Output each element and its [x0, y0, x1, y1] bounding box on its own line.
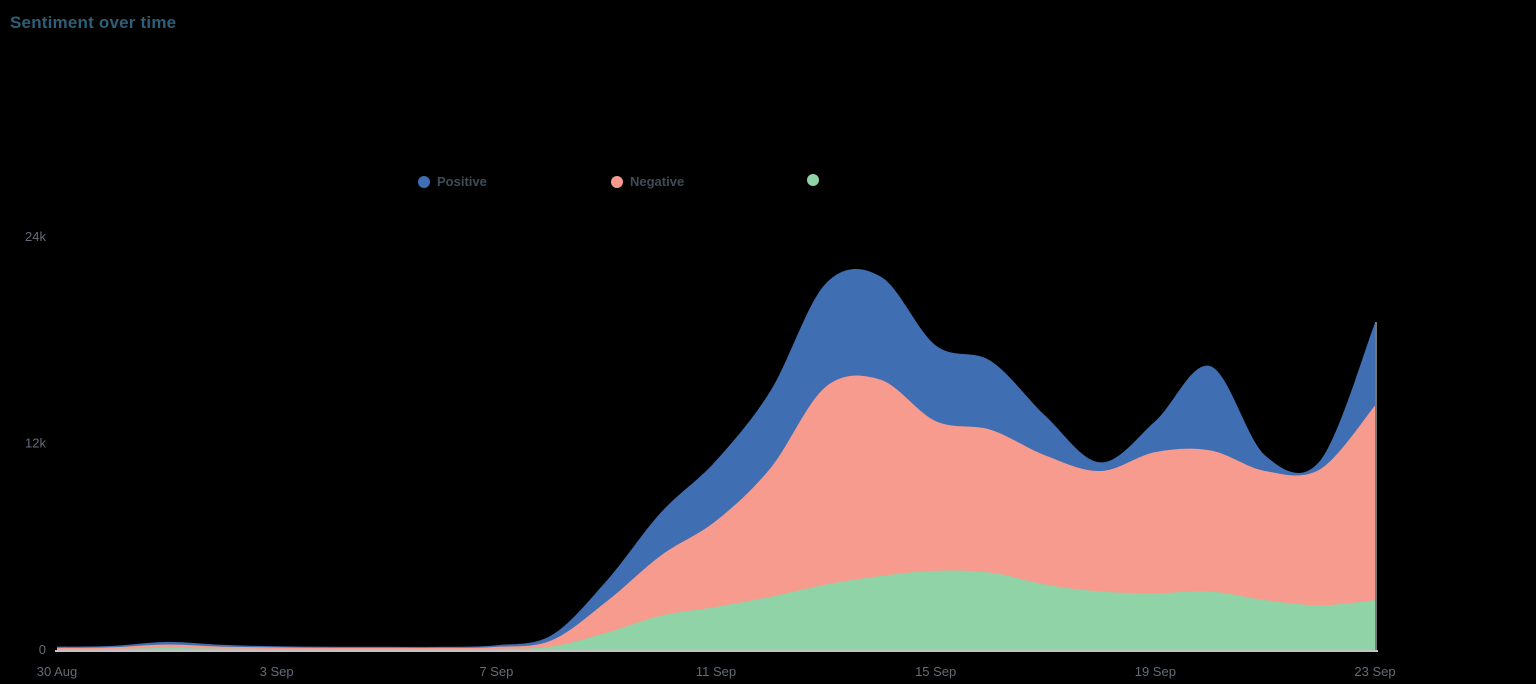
x-tick-label: 11 Sep: [696, 664, 736, 679]
positive-legend-dot-icon: [418, 175, 430, 188]
y-tick-label: 24k: [25, 229, 46, 244]
negative-legend-dot-icon: [611, 175, 623, 188]
legend-item-green[interactable]: [807, 174, 826, 186]
legend-item-negative[interactable]: Negative: [611, 174, 684, 189]
green-legend-dot-icon: [807, 174, 819, 186]
x-tick-label: 30 Aug: [37, 664, 78, 679]
x-tick-label: 19 Sep: [1135, 664, 1176, 679]
y-tick-label: 0: [39, 642, 46, 657]
x-tick-label: 23 Sep: [1354, 664, 1395, 679]
legend-item-label: Negative: [630, 174, 685, 189]
legend-item-positive[interactable]: Positive: [418, 174, 487, 189]
x-tick-label: 7 Sep: [479, 664, 513, 679]
area-Negative: [57, 375, 1375, 650]
x-tick-label: 3 Sep: [260, 664, 294, 679]
area-series-0: [57, 570, 1375, 650]
x-tick-label: 15 Sep: [915, 664, 956, 679]
legend-item-label: Positive: [437, 174, 487, 189]
y-tick-label: 12k: [25, 436, 46, 451]
page-title: Sentiment over time: [10, 13, 177, 32]
